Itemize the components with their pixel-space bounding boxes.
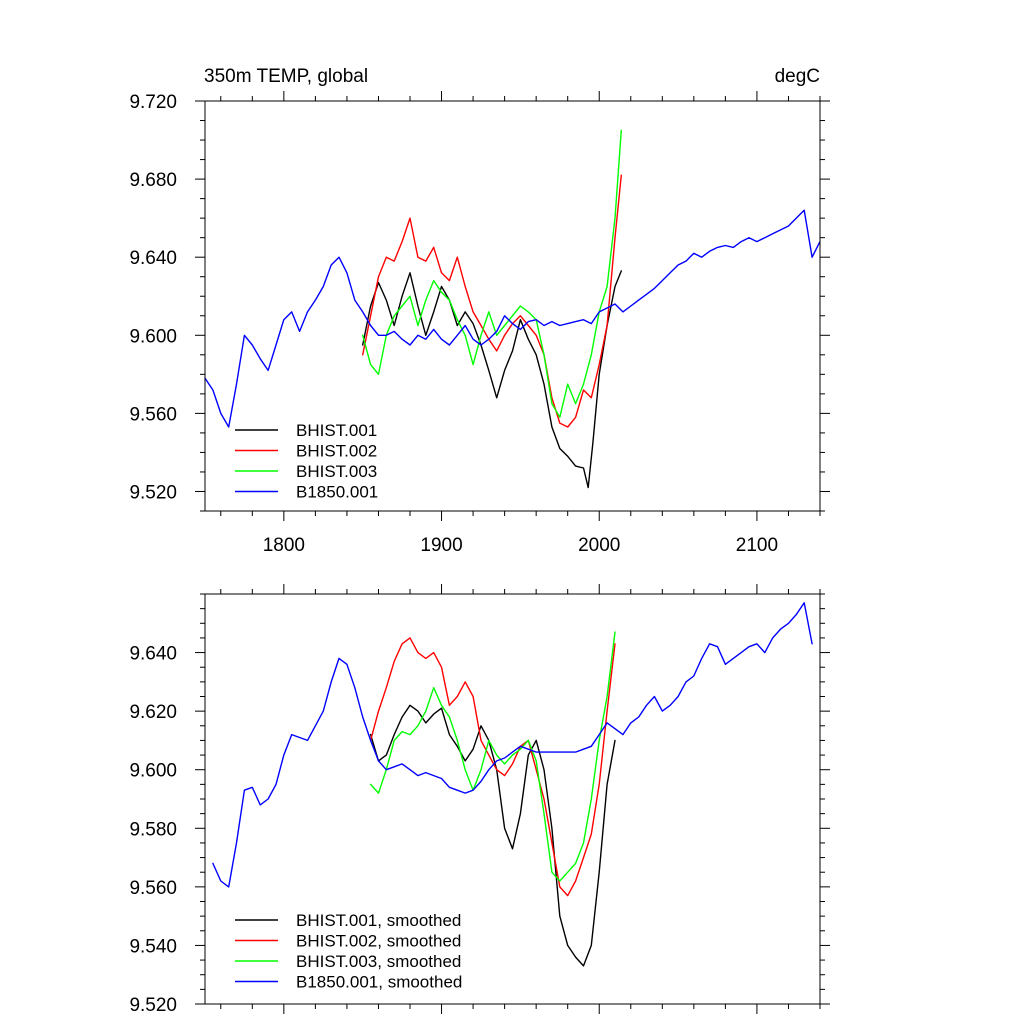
top-chart-y-tick-label: 9.640 [129, 248, 177, 269]
bottom-chart-y-tick-label: 9.580 [129, 819, 177, 840]
bottom-chart-series-line-2 [369, 637, 616, 897]
top-chart-y-tick-label: 9.560 [129, 404, 177, 425]
top-chart-y-tick-label: 9.520 [129, 482, 177, 503]
bottom-chart-series-line-1 [369, 704, 616, 967]
bottom-chart-legend-label-2: BHIST.002, smoothed [296, 932, 461, 951]
top-chart-panel: 350m TEMP, global degC 1800 1900 2000 2100 9… [129, 66, 830, 556]
bottom-chart-y-tick-label: 9.540 [129, 936, 177, 957]
bottom-chart-y-tick-label: 9.620 [129, 702, 177, 723]
top-chart-x-tick-label: 2100 [736, 535, 778, 556]
bottom-chart-series-line-3 [369, 631, 616, 882]
bottom-chart-legend: BHIST.001, smoothed BHIST.002, smoothedBH… [235, 911, 462, 992]
top-chart-x-tick-label: 1900 [420, 535, 462, 556]
top-chart-series-layer [204, 129, 821, 489]
bottom-chart-y-tick-label: 9.600 [129, 761, 177, 782]
top-chart-plot-frame [204, 100, 821, 512]
top-chart-series-line-2 [362, 174, 622, 428]
bottom-chart-legend-label-4: B1850.001, smoothed [296, 973, 462, 992]
top-chart-y-tick-label: 9.600 [129, 326, 177, 347]
top-chart-series-line-1 [362, 270, 622, 489]
bottom-chart-panel: 9.520 9.540 9.560 9.580 9.600 9.620 9.640 BHIS… [129, 584, 830, 1016]
bottom-chart-legend-label-3: BHIST.003, smoothed [296, 952, 461, 971]
bottom-chart-series-line-4 [212, 602, 813, 888]
top-chart-y-tick-label: 9.720 [129, 92, 177, 113]
bottom-chart-y-tick-label: 9.520 [129, 995, 177, 1016]
top-chart-x-tick-label: 1800 [263, 535, 305, 556]
top-chart-series-line-4 [204, 209, 821, 428]
top-chart-y-tick-label: 9.680 [129, 170, 177, 191]
top-chart-legend-label-4: B1850.001 [296, 483, 378, 502]
bottom-chart-legend-label-1: BHIST.001, smoothed [296, 911, 461, 930]
bottom-chart-y-tick-label: 9.560 [129, 878, 177, 899]
bottom-chart-axes: 9.520 9.540 9.560 9.580 9.600 9.620 9.640 [129, 584, 830, 1016]
bottom-chart-y-tick-label: 9.640 [129, 644, 177, 665]
top-chart-x-tick-label: 2000 [578, 535, 620, 556]
top-chart-legend-label-1: BHIST.001 [296, 421, 377, 440]
top-chart-title: 350m TEMP, global [204, 66, 368, 87]
top-chart-legend-label-2: BHIST.002 [296, 442, 377, 461]
top-chart-series-line-3 [362, 129, 622, 418]
top-chart-units-label: degC [775, 66, 820, 87]
top-chart-legend-label-3: BHIST.003 [296, 462, 377, 481]
top-chart-axes: 1800 1900 2000 2100 9.520 9.560 9.600 9.640 9.68… [129, 91, 830, 556]
bottom-chart-series-layer [212, 602, 813, 967]
